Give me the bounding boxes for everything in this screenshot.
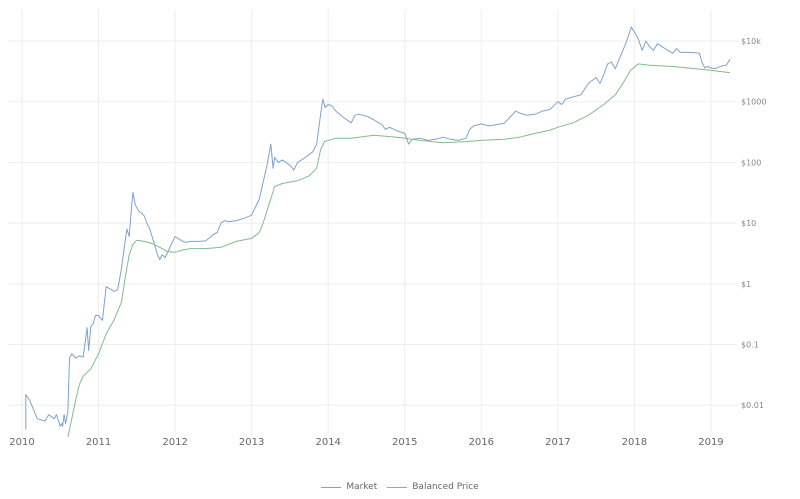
legend-item-market[interactable]: Market: [321, 482, 377, 492]
x-tick-label: 2013: [239, 437, 264, 448]
x-tick-label: 2014: [315, 437, 340, 448]
x-tick-label: 2012: [162, 437, 187, 448]
y-tick-label: $10: [741, 219, 756, 228]
y-tick-label: $100: [741, 158, 761, 167]
y-gridlines: [8, 40, 737, 406]
x-axis-labels: 2010 2011 2012 2013 2014 2015 2016 2017 2018 2019: [9, 437, 723, 448]
x-tick-label: 2015: [392, 437, 417, 448]
legend: Market Balanced Price: [0, 482, 800, 492]
x-tick-label: 2018: [622, 437, 647, 448]
y-tick-label: $0.01: [741, 401, 764, 410]
legend-label-market: Market: [346, 482, 378, 492]
x-tick-label: 2010: [9, 437, 34, 448]
series-layer: [25, 26, 731, 438]
legend-item-balanced-price[interactable]: Balanced Price: [387, 482, 479, 492]
series-line-balanced-price[interactable]: [67, 63, 731, 438]
y-tick-label: $1: [741, 280, 751, 289]
y-tick-label: $1000: [741, 98, 766, 107]
y-tick-label: $10k: [741, 37, 761, 46]
x-tick-label: 2011: [86, 437, 111, 448]
x-tick-label: 2016: [469, 437, 494, 448]
y-tick-label: $0.1: [741, 341, 759, 350]
legend-swatch-market: [321, 486, 342, 488]
x-tick-label: 2019: [698, 437, 723, 448]
series-line-market[interactable]: [25, 26, 731, 430]
legend-label-balanced-price: Balanced Price: [412, 482, 479, 492]
x-tick-label: 2017: [545, 437, 570, 448]
y-axis-labels: $10k $1000 $100 $10 $1 $0.1 $0.01: [741, 37, 766, 410]
legend-swatch-balanced-price: [387, 486, 408, 488]
